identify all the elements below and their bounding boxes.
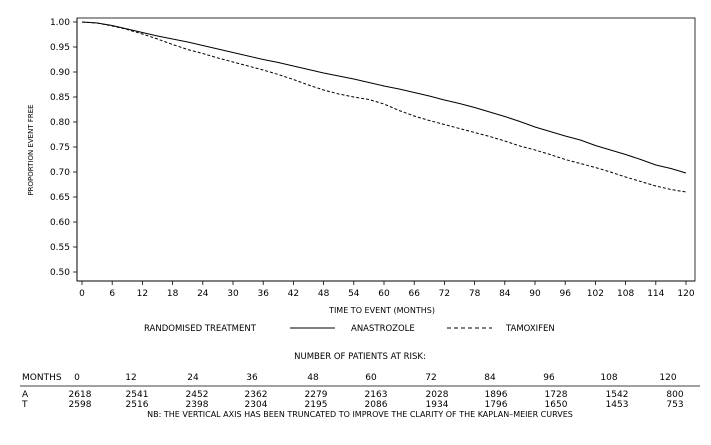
risk-table-title: NUMBER OF PATIENTS AT RISK: — [294, 352, 426, 362]
y-tick-label: 1.00 — [50, 18, 70, 28]
plot-frame — [76, 17, 696, 282]
x-tick-label: 18 — [167, 289, 179, 299]
legend-title: RANDOMISED TREATMENT — [144, 324, 257, 334]
x-tick-label: 24 — [197, 289, 209, 299]
y-tick-label: 0.85 — [50, 93, 70, 103]
x-axis-label: TIME TO EVENT (MONTHS) — [328, 306, 435, 315]
x-tick-label: 72 — [439, 289, 450, 299]
x-tick-label: 54 — [348, 289, 360, 299]
y-tick-label: 0.95 — [50, 43, 70, 53]
x-tick-label: 48 — [318, 289, 330, 299]
x-tick-label: 42 — [288, 289, 299, 299]
y-tick-label: 0.65 — [50, 193, 70, 203]
x-tick-label: 120 — [677, 289, 694, 299]
x-axis-ticks: 0 6 12 18 24 30 36 42 48 54 60 66 72 78 84 90 96 102 108 11… — [79, 281, 695, 299]
x-tick-label: 102 — [587, 289, 604, 299]
x-tick-label: 60 — [378, 289, 390, 299]
x-tick-label: 0 — [79, 289, 85, 299]
series-layer — [81, 21, 687, 193]
series-line-anastrozole — [81, 21, 687, 174]
x-tick-label: 36 — [257, 289, 269, 299]
x-tick-label: 12 — [137, 289, 148, 299]
x-tick-label: 6 — [109, 289, 115, 299]
y-tick-label: 0.75 — [50, 143, 70, 153]
x-tick-label: 96 — [559, 289, 571, 299]
y-axis-label: PROPORTION EVENT FREE — [27, 104, 35, 195]
x-tick-label: 78 — [469, 289, 481, 299]
y-tick-label: 0.60 — [50, 218, 70, 228]
x-tick-label: 90 — [529, 289, 541, 299]
y-tick-label: 0.55 — [50, 243, 70, 253]
x-tick-label: 114 — [647, 289, 664, 299]
legend: RANDOMISED TREATMENT ANASTROZOLE TAMOXIF… — [144, 324, 555, 334]
legend-label-anastrozole: ANASTROZOLE — [351, 324, 415, 334]
x-tick-label: 66 — [408, 289, 420, 299]
y-axis-ticks: 0.50 0.55 0.60 0.65 0.70 0.75 0.80 0.85 0.90 0.95… — [50, 18, 77, 278]
x-tick-label: 30 — [227, 289, 239, 299]
y-tick-label: 0.50 — [50, 268, 70, 278]
y-tick-label: 0.70 — [50, 168, 70, 178]
y-tick-label: 0.80 — [50, 118, 70, 128]
x-tick-label: 108 — [617, 289, 634, 299]
series-line-tamoxifen — [81, 21, 687, 193]
x-tick-label: 84 — [499, 289, 511, 299]
legend-label-tamoxifen: TAMOXIFEN — [505, 324, 555, 334]
y-tick-label: 0.90 — [50, 68, 70, 78]
